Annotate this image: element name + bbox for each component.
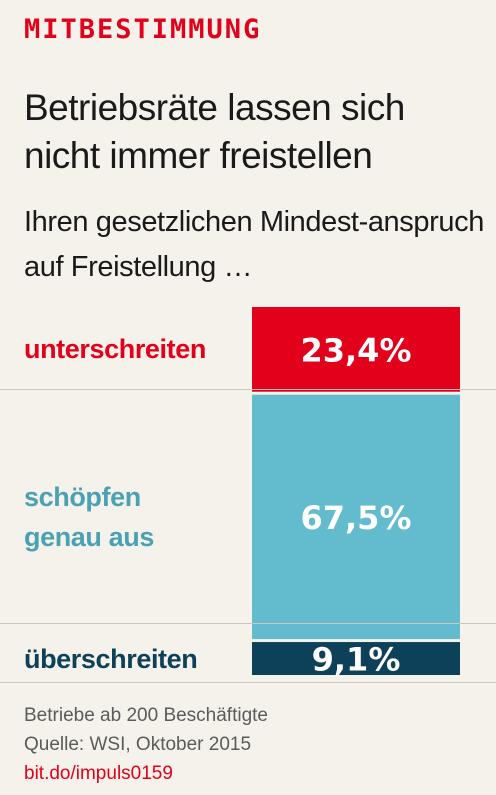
bar-value-label-1: 23,4%	[300, 331, 411, 369]
bar-value-label-2: 67,5%	[300, 499, 411, 537]
bar-segment-2	[252, 394, 460, 640]
bar-segment-1	[252, 307, 460, 392]
source-link[interactable]: bit.do/impuls0159	[24, 763, 173, 784]
kicker-label: MITBESTIMMUNG	[24, 14, 262, 45]
row-separator	[0, 623, 496, 624]
source-note: Betriebe ab 200 Beschäftigte	[24, 705, 269, 726]
bar-segment-3	[252, 642, 460, 675]
category-label-1: unterschreiten	[24, 334, 206, 365]
source-block: Betriebe ab 200 Beschäftigte Quelle: WSI…	[24, 701, 268, 788]
row-separator	[0, 682, 496, 683]
source-credit: Quelle: WSI, Oktober 2015	[24, 734, 252, 755]
chart-title: Betriebsräte lassen sich nicht immer fre…	[24, 87, 405, 176]
row-separator	[0, 389, 496, 390]
category-label-2: schöpfen genau aus	[24, 481, 154, 552]
category-label-3: überschreiten	[24, 643, 198, 674]
chart-subtitle: Ihren gesetzlichen Mindest-anspruch auf …	[24, 206, 484, 283]
bar-value-label-3: 9,1%	[312, 641, 401, 679]
